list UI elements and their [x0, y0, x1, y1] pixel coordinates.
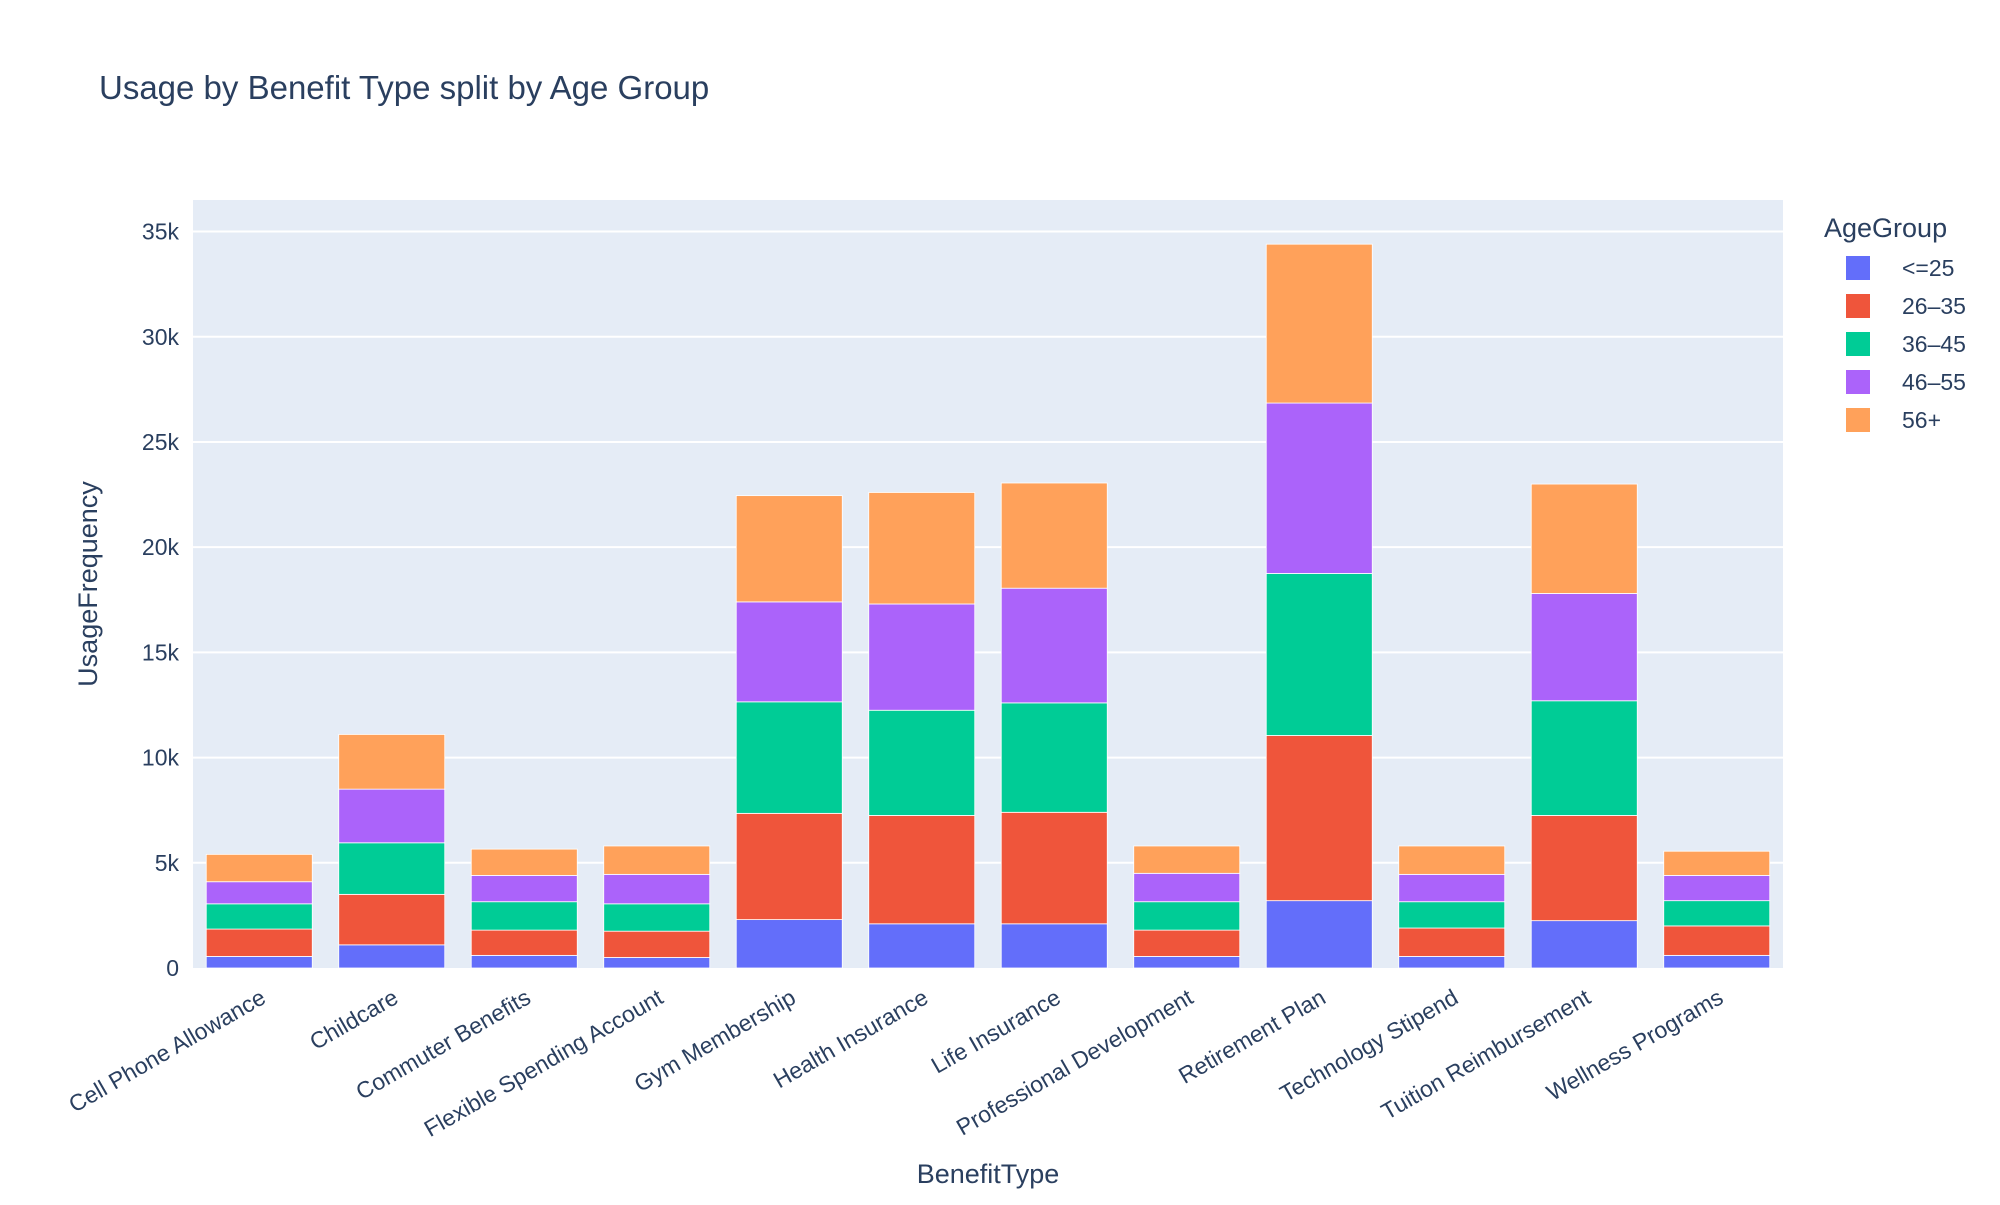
- bar-segment[interactable]: [1265, 243, 1373, 404]
- bar-segment[interactable]: [603, 873, 711, 905]
- bar-segment[interactable]: [205, 881, 313, 905]
- bar-segment[interactable]: [735, 601, 843, 703]
- bar-segment[interactable]: [1398, 956, 1506, 969]
- y-tick-label: 15k: [142, 639, 180, 665]
- bar-segment[interactable]: [338, 788, 446, 844]
- bar-segment[interactable]: [603, 845, 711, 875]
- bar-segment[interactable]: [1398, 845, 1506, 875]
- legend-label[interactable]: 26–35: [1902, 293, 1966, 319]
- legend-swatch[interactable]: [1846, 332, 1870, 356]
- x-axis-title: BenefitType: [917, 1159, 1060, 1189]
- legend-title: AgeGroup: [1824, 213, 1947, 243]
- bar-segment[interactable]: [205, 928, 313, 957]
- bar-segment[interactable]: [338, 944, 446, 969]
- bar-segment[interactable]: [1663, 925, 1771, 956]
- bar-segment[interactable]: [1663, 875, 1771, 902]
- bar-segment[interactable]: [1398, 873, 1506, 903]
- bar-segment[interactable]: [470, 848, 578, 876]
- x-tick-label: Childcare: [305, 984, 402, 1055]
- bar-segment[interactable]: [338, 734, 446, 790]
- bar-segment[interactable]: [205, 956, 313, 969]
- bar-segment[interactable]: [1265, 573, 1373, 736]
- y-axis-ticks: 0 5k 10k 15k 20k 25k 30k 35k: [142, 219, 180, 981]
- legend-label[interactable]: 46–55: [1902, 369, 1966, 395]
- bar-segment[interactable]: [1530, 920, 1638, 969]
- bar-segment[interactable]: [868, 603, 976, 711]
- bar-segment[interactable]: [338, 842, 446, 895]
- bar-segment[interactable]: [1398, 901, 1506, 929]
- y-tick-label: 25k: [142, 429, 180, 455]
- bar-segment[interactable]: [603, 930, 711, 958]
- bar-segment[interactable]: [1133, 901, 1241, 931]
- x-tick-label: Tuition Reimbursement: [1377, 983, 1596, 1124]
- bar-segment[interactable]: [470, 875, 578, 903]
- bar-segment[interactable]: [205, 903, 313, 930]
- bar-segment[interactable]: [1663, 900, 1771, 927]
- legend: AgeGroup <=25 26–35 36–45 46–55 56+: [1824, 213, 1966, 433]
- gridlines: [193, 230, 1783, 864]
- bar-segment[interactable]: [1530, 593, 1638, 702]
- bar-segment[interactable]: [1530, 815, 1638, 922]
- bars: [205, 243, 1771, 969]
- bar-segment[interactable]: [1000, 482, 1108, 589]
- bar-segment[interactable]: [1265, 900, 1373, 969]
- x-tick-label: Flexible Spending Account: [420, 983, 668, 1141]
- bar-segment[interactable]: [1000, 702, 1108, 813]
- y-tick-label: 10k: [142, 745, 180, 771]
- bar-segment[interactable]: [1133, 929, 1241, 957]
- legend-label[interactable]: 36–45: [1902, 331, 1966, 357]
- bar-segment[interactable]: [1663, 954, 1771, 969]
- bar-segment[interactable]: [470, 929, 578, 956]
- bar-segment[interactable]: [735, 701, 843, 814]
- bar-segment[interactable]: [1133, 845, 1241, 874]
- bar-segment[interactable]: [1133, 872, 1241, 903]
- y-tick-label: 30k: [142, 324, 180, 350]
- bar-segment[interactable]: [338, 893, 446, 946]
- y-tick-label: 0: [166, 955, 179, 981]
- bar-segment[interactable]: [603, 903, 711, 932]
- plot-background: [193, 200, 1783, 968]
- legend-label[interactable]: <=25: [1902, 255, 1954, 281]
- legend-label[interactable]: 56+: [1902, 407, 1941, 433]
- bar-segment[interactable]: [470, 954, 578, 969]
- y-tick-label: 20k: [142, 534, 180, 560]
- bar-segment[interactable]: [868, 815, 976, 925]
- legend-items: <=25 26–35 36–45 46–55 56+: [1846, 255, 1966, 433]
- legend-swatch[interactable]: [1846, 294, 1870, 318]
- chart-title: Usage by Benefit Type split by Age Group: [99, 69, 709, 106]
- legend-swatch[interactable]: [1846, 256, 1870, 280]
- bar-segment[interactable]: [868, 709, 976, 816]
- bar-segment[interactable]: [1000, 811, 1108, 925]
- bar-segment[interactable]: [1133, 956, 1241, 969]
- bar-segment[interactable]: [868, 492, 976, 605]
- legend-swatch[interactable]: [1846, 408, 1870, 432]
- bar-segment[interactable]: [1663, 850, 1771, 876]
- x-tick-label: Professional Development: [952, 983, 1198, 1140]
- y-tick-label: 5k: [155, 850, 180, 876]
- bar-segment[interactable]: [1265, 402, 1373, 574]
- bar-segment[interactable]: [1265, 735, 1373, 902]
- bar-segment[interactable]: [1530, 700, 1638, 816]
- bar-segment[interactable]: [1000, 923, 1108, 969]
- y-tick-label: 35k: [142, 219, 180, 245]
- bar-segment[interactable]: [1398, 927, 1506, 957]
- bar-segment[interactable]: [603, 957, 711, 969]
- bar-segment[interactable]: [735, 495, 843, 603]
- bar-segment[interactable]: [1000, 587, 1108, 704]
- bar-segment[interactable]: [868, 923, 976, 969]
- y-axis-title: UsageFrequency: [73, 481, 103, 687]
- x-tick-label: Cell Phone Allowance: [64, 984, 270, 1118]
- legend-swatch[interactable]: [1846, 370, 1870, 394]
- bar-segment[interactable]: [735, 919, 843, 969]
- bar-segment[interactable]: [205, 853, 313, 883]
- bar-segment[interactable]: [470, 901, 578, 931]
- bar-segment[interactable]: [735, 812, 843, 921]
- bar-segment[interactable]: [1530, 483, 1638, 594]
